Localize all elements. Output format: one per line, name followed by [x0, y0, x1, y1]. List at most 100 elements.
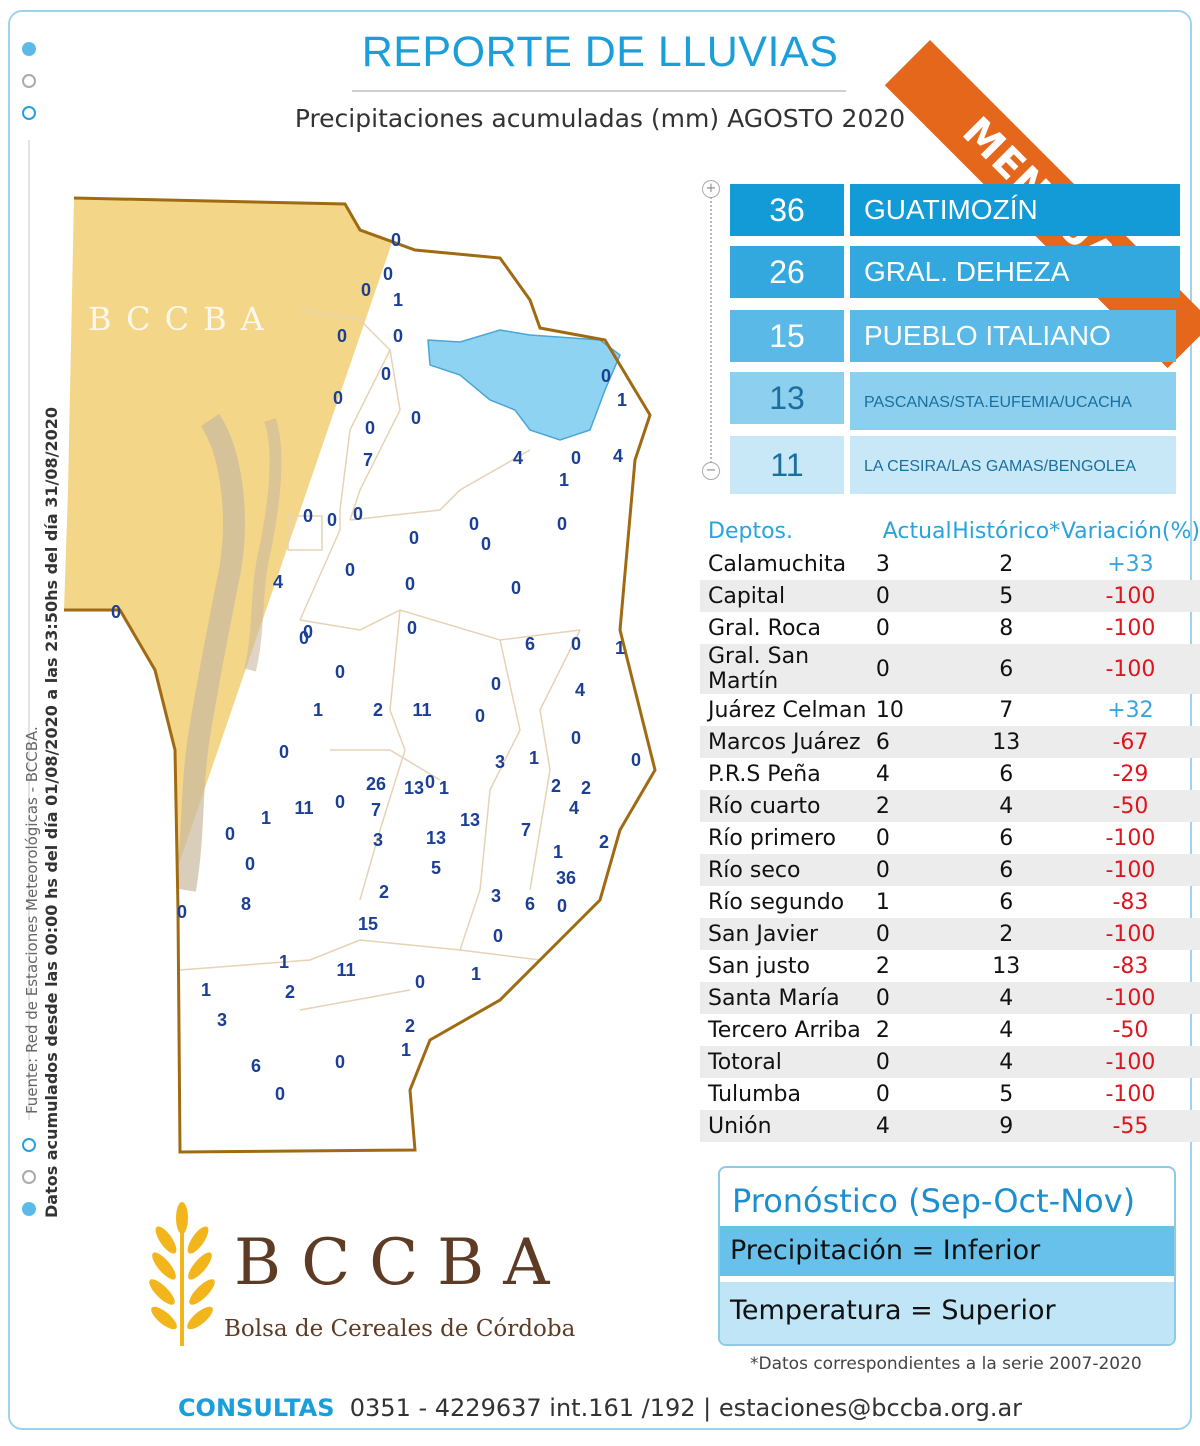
rainfall-value: 0 [493, 926, 503, 946]
rainfall-value: 11 [412, 700, 431, 720]
table-row: Río seco 0 6 -100 [700, 854, 1200, 886]
historic-value: 6 [999, 761, 1014, 787]
rainfall-value: 4 [575, 680, 585, 700]
table-row: Gral. San Martín 0 6 -100 [700, 644, 1200, 694]
rainfall-value: 1 [471, 964, 481, 984]
historic-value: 6 [999, 825, 1014, 851]
depto-name: Gral. San Martín [700, 644, 876, 694]
rainfall-value: 0 [335, 792, 345, 812]
header-historico: Histórico* [952, 518, 1061, 544]
variation-value: -100 [1060, 644, 1200, 694]
variation-value: -100 [1105, 825, 1156, 851]
historic-value: 6 [951, 644, 1061, 694]
rainfall-value: 0 [405, 574, 415, 594]
department-lines [179, 309, 581, 1011]
dot-outline-grey-top [22, 74, 36, 88]
rainfall-value: 0 [245, 854, 255, 874]
rainfall-value: 0 [557, 514, 567, 534]
rainfall-value: 7 [371, 800, 381, 820]
rainfall-value: 11 [336, 960, 355, 980]
rainfall-value: 0 [511, 578, 521, 598]
actual-value: 1 [875, 889, 890, 915]
rainfall-value: 2 [373, 700, 383, 720]
table-row: Calamuchita 3 2 +33 [700, 548, 1200, 580]
table-row: Tercero Arriba 2 4 -50 [700, 1014, 1200, 1046]
mar-chiquita-lagoon [427, 329, 621, 441]
rainfall-value: 0 [303, 506, 313, 526]
variation-value: -100 [1105, 615, 1156, 641]
actual-value: 2 [875, 790, 952, 822]
rainfall-value: 3 [217, 1010, 227, 1030]
rainfall-value: 0 [365, 418, 375, 438]
rainfall-value: 4 [273, 572, 283, 592]
rank-value: 26 [730, 246, 844, 298]
table-row: Santa María 0 4 -100 [700, 982, 1200, 1014]
depto-name: Santa María [700, 982, 876, 1014]
rainfall-value: 0 [299, 628, 309, 648]
logo-full-name: Bolsa de Cereales de Córdoba [224, 1316, 576, 1342]
rainfall-value: 1 [313, 700, 323, 720]
rainfall-value: 4 [513, 448, 523, 468]
depto-name: Tulumba [708, 1081, 801, 1107]
table-row: Río segundo 1 6 -83 [700, 886, 1200, 918]
depto-name: Río segundo [708, 889, 845, 915]
actual-value: 0 [875, 644, 952, 694]
rainfall-value: 3 [373, 830, 383, 850]
rainfall-value: 36 [556, 868, 576, 888]
forecast-title: Pronóstico (Sep-Oct-Nov) [732, 1182, 1136, 1220]
rainfall-value: 2 [405, 1016, 415, 1036]
rainfall-value: 13 [404, 778, 424, 798]
rainfall-value: 0 [631, 750, 641, 770]
historic-value: 6 [999, 889, 1014, 915]
depto-name: Capital [700, 580, 876, 612]
province-border [64, 196, 657, 1154]
rainfall-value: 0 [383, 264, 393, 284]
rainfall-value: 0 [225, 824, 235, 844]
rank-station: PASCANAS/STA.EUFEMIA/UCACHA [850, 372, 1176, 430]
consultas-label: CONSULTAS [177, 1394, 335, 1422]
depto-name: Totoral [700, 1046, 876, 1078]
actual-value: 2 [875, 1017, 890, 1043]
actual-value: 6 [875, 726, 952, 758]
rainfall-value: 8 [241, 894, 251, 914]
table-row: Juárez Celman 10 7 +32 [700, 694, 1200, 726]
rainfall-value: 11 [294, 798, 313, 818]
dot-filled-bottom [22, 1202, 36, 1216]
rank-value: 36 [730, 184, 844, 236]
rank-station: LA CESIRA/LAS GAMAS/BENGOLEA [850, 436, 1176, 494]
forecast-temperature: Temperatura = Superior [720, 1282, 1174, 1344]
variation-value: -100 [1105, 1081, 1156, 1107]
actual-value: 2 [875, 953, 890, 979]
rainfall-value: 4 [569, 798, 579, 818]
actual-value: 0 [875, 1046, 952, 1078]
rainfall-value: 13 [426, 828, 446, 848]
actual-value: 0 [875, 1081, 890, 1107]
rainfall-value: 0 [335, 1052, 345, 1072]
rainfall-value: 1 [553, 842, 563, 862]
historic-value: 5 [951, 580, 1061, 612]
dot-outline-grey-bottom [22, 1170, 36, 1184]
rainfall-value: 1 [615, 638, 625, 658]
actual-value: 3 [875, 551, 890, 577]
historic-value: 4 [999, 1017, 1014, 1043]
depto-name: Río cuarto [700, 790, 876, 822]
rainfall-value: 6 [525, 894, 535, 914]
departments-table: Deptos. Actual Histórico* Variación(%) C… [700, 514, 1200, 1142]
historic-value: 13 [951, 726, 1061, 758]
rainfall-value: 0 [327, 510, 337, 530]
variation-value: +33 [1107, 551, 1154, 577]
rainfall-value: 0 [425, 772, 435, 792]
rainfall-value: 2 [599, 832, 609, 852]
depto-name: Gral. Roca [708, 615, 822, 641]
variation-value: -83 [1112, 953, 1149, 979]
historic-value: 6 [951, 854, 1061, 886]
table-row: Unión 4 9 -55 [700, 1110, 1200, 1142]
variation-value: -100 [1060, 854, 1200, 886]
rainfall-value: 0 [415, 972, 425, 992]
actual-value: 0 [875, 854, 952, 886]
consultas-contact[interactable]: 0351 - 4229637 int.161 /192 | estaciones… [349, 1394, 1023, 1422]
wheat-logo-icon [149, 1202, 215, 1346]
historic-value: 4 [951, 1046, 1061, 1078]
logo-text: BCCBA [234, 1226, 569, 1300]
rainfall-value: 0 [411, 408, 421, 428]
